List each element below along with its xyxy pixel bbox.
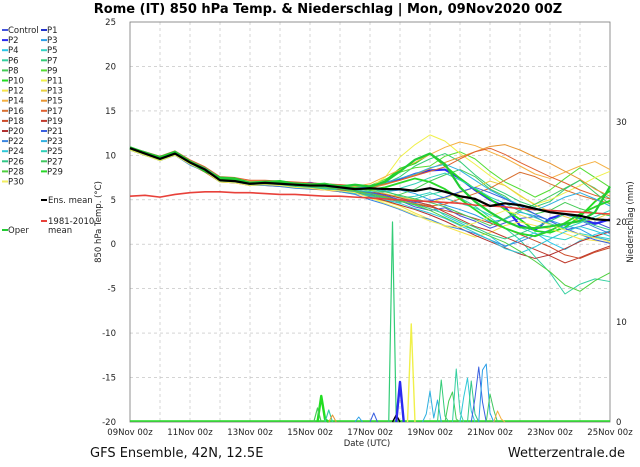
legend-label: P12 — [8, 87, 24, 97]
y-tick-label-left: -10 — [102, 329, 116, 339]
series-line-p24 — [129, 148, 611, 254]
x-tick-label: 13Nov 00z — [227, 428, 273, 438]
legend-label: P22 — [8, 137, 24, 147]
legend-label: Control — [8, 26, 39, 36]
footer-site: Wetterzentrale.de — [508, 446, 625, 461]
precip-spike — [452, 368, 465, 423]
y-axis-right-label: Niederschlag (mm) — [626, 181, 636, 262]
y-tick-label-left: 15 — [105, 107, 116, 117]
legend-label: P6 — [8, 56, 19, 66]
y-tick-label-left: 20 — [105, 62, 116, 72]
legend-label: P17 — [47, 107, 63, 117]
legend-label: P29 — [47, 167, 63, 177]
legend-label: P30 — [8, 178, 24, 188]
precip-spike — [324, 409, 334, 423]
legend: Control P1 P2 P3 P4 P5 P6 P7 P8 P9 P10 P11 P12 P13 P14… — [2, 26, 94, 236]
precip-spike — [406, 323, 416, 423]
legend-label: P14 — [8, 97, 24, 107]
x-axis-label: Date (UTC) — [344, 439, 391, 449]
legend-label: P19 — [47, 117, 63, 127]
x-tick-label: 11Nov 00z — [167, 428, 213, 438]
y-axis-left-label: 850 hPa Temp. (°C) — [94, 181, 104, 263]
legend-label: P10 — [8, 77, 24, 87]
precip-spike — [316, 394, 330, 423]
series-line-ens-mean — [129, 147, 611, 222]
y-tick-label-right: 20 — [616, 218, 627, 228]
y-tick-label-left: 0 — [111, 240, 116, 250]
y-tick-label-left: -20 — [102, 418, 116, 428]
y-tick-label-right: 10 — [616, 318, 627, 328]
precip-spike — [444, 391, 461, 423]
y-tick-label-left: 10 — [105, 151, 116, 161]
legend-label: P9 — [47, 66, 58, 76]
precip-spike — [388, 221, 397, 423]
precip-spike — [478, 363, 495, 423]
legend-label: P20 — [8, 127, 24, 137]
legend-label: P4 — [8, 46, 19, 56]
x-tick-label: 21Nov 00z — [467, 428, 513, 438]
legend-label: P23 — [47, 137, 63, 147]
legend-label: Ens. mean — [48, 196, 93, 206]
legend-label: P24 — [8, 147, 24, 157]
footer-source: GFS Ensemble, 42N, 12.5E — [90, 446, 263, 461]
x-tick-label: 09Nov 00z — [107, 428, 153, 438]
precip-spike — [437, 379, 450, 423]
legend-label: 1981-2010 — [48, 217, 94, 227]
legend-label: P1 — [47, 26, 58, 36]
legend-label: P2 — [8, 36, 19, 46]
legend-label: P5 — [47, 46, 58, 56]
precip-spike — [354, 416, 363, 423]
x-tick-label: 19Nov 00z — [407, 428, 453, 438]
precip-spike — [328, 414, 337, 423]
precip-spike — [395, 380, 405, 423]
legend-label: P3 — [47, 36, 58, 46]
series-line-1981-2010-mean — [129, 190, 611, 215]
precip-spike — [369, 412, 378, 423]
precip-spike — [422, 390, 442, 423]
legend-label: P25 — [47, 147, 63, 157]
precipitation-layer — [130, 221, 610, 423]
legend-label: P7 — [47, 56, 58, 66]
legend-label: P21 — [47, 127, 63, 137]
grid — [130, 22, 610, 422]
y-tick-label-right: 0 — [616, 418, 621, 428]
legend-label: P18 — [8, 117, 24, 127]
legend-label: P13 — [47, 87, 63, 97]
precip-spike — [467, 380, 480, 423]
temperature-series-layer — [129, 134, 611, 295]
x-tick-label: 17Nov 00z — [347, 428, 393, 438]
x-tick-label: 23Nov 00z — [527, 428, 573, 438]
x-tick-label: 25Nov 00z — [587, 428, 633, 438]
legend-label: P27 — [47, 157, 63, 167]
legend-label: P15 — [47, 97, 63, 107]
legend-label: mean — [48, 226, 72, 236]
legend-label: P8 — [8, 66, 19, 76]
y-tick-label-left: -15 — [102, 374, 116, 384]
precip-spike — [470, 366, 487, 423]
legend-label: P11 — [47, 77, 63, 87]
chart-title: Rome (IT) 850 hPa Temp. & Niederschlag |… — [94, 2, 562, 17]
y-tick-label-left: -5 — [108, 285, 116, 295]
legend-label: P16 — [8, 107, 24, 117]
legend-label: Oper — [8, 226, 29, 236]
legend-label: P28 — [8, 167, 24, 177]
y-tick-label-left: 25 — [105, 18, 116, 28]
legend-label: P26 — [8, 157, 24, 167]
precip-spike — [313, 407, 322, 423]
precip-spike — [493, 410, 506, 423]
y-tick-label-right: 30 — [616, 118, 627, 128]
y-tick-label-left: 5 — [111, 196, 116, 206]
x-tick-label: 15Nov 00z — [287, 428, 333, 438]
